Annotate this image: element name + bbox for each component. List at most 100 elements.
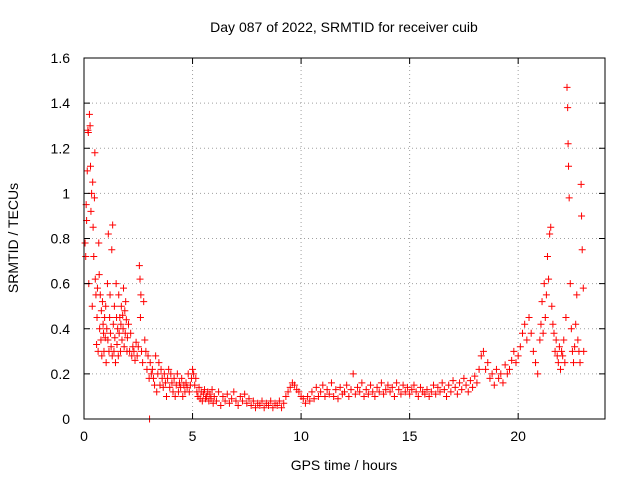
data-point [546,230,554,238]
data-point [519,329,527,337]
data-point [325,390,333,398]
data-point [566,280,574,288]
data-point [314,392,322,400]
data-point [578,246,586,254]
data-point [89,178,97,186]
data-point [131,356,139,364]
data-point [267,397,275,405]
data-point [510,347,518,355]
data-point [140,298,148,306]
data-point [360,392,368,400]
data-point [91,149,99,157]
data-point [477,352,485,360]
data-point [555,343,563,351]
data-point [149,374,157,382]
data-point [154,370,162,378]
data-point [536,336,544,344]
data-point [117,320,125,328]
data-point [401,388,409,396]
data-point [369,388,377,396]
x-tick-label: 0 [80,428,88,444]
data-point [195,383,203,391]
data-point [132,338,140,346]
data-point [81,239,89,247]
x-tick-label: 10 [293,428,309,444]
data-point [91,275,99,283]
data-point [174,388,182,396]
data-point [136,313,144,321]
data-point [547,223,555,231]
data-point [332,386,340,394]
data-point [356,388,364,396]
data-point [382,386,390,394]
data-point [135,262,143,270]
data-point [136,275,144,283]
data-point [375,388,383,396]
y-tick-label: 1.6 [51,50,71,66]
data-point [273,401,281,409]
data-point [219,392,227,400]
data-point [96,291,104,299]
y-tick-label: 0.8 [51,231,71,247]
data-point [306,397,314,405]
data-point [125,320,133,328]
data-point [176,379,184,387]
data-point [104,336,112,344]
y-tick-label: 0.6 [51,276,71,292]
data-point [358,379,366,387]
data-point [343,381,351,389]
x-axis-label: GPS time / hours [291,457,398,473]
data-point [453,390,461,398]
data-point [334,395,342,403]
data-point [505,365,513,373]
data-points [81,83,588,423]
data-point [90,253,98,261]
data-point [537,320,545,328]
data-point [134,343,142,351]
data-point [192,374,200,382]
data-point [436,388,444,396]
data-point [111,334,119,342]
data-point [110,302,118,310]
data-point [451,383,459,391]
data-point [108,352,116,360]
data-point [317,388,325,396]
data-point [95,271,103,279]
data-point [94,347,102,355]
data-point [141,336,149,344]
data-point [108,246,116,254]
data-point [191,381,199,389]
data-point [562,313,570,321]
data-point [221,397,229,405]
data-point [380,390,388,398]
data-point [171,392,179,400]
data-point [552,336,560,344]
chart-title: Day 087 of 2022, SRMTID for receiver cui… [210,19,478,35]
data-point [282,392,290,400]
data-point [159,383,167,391]
data-point [106,313,114,321]
data-point [215,388,223,396]
data-point [423,386,431,394]
data-point [447,388,455,396]
axis-ticks: 0 5 10 15 20 0 0.2 0.4 0.6 0.8 1 1.2 1.4 1.6 [51,50,605,444]
data-point [206,390,214,398]
data-point [482,365,490,373]
data-point [212,397,220,405]
data-point [251,404,259,412]
data-point [165,365,173,373]
data-point [516,343,524,351]
y-tick-label: 0.4 [51,321,71,337]
data-point [238,397,246,405]
data-point [170,374,178,382]
data-point [574,336,582,344]
data-point [371,392,379,400]
data-point [162,392,170,400]
data-point [425,392,433,400]
data-point [249,397,257,405]
data-point [580,347,588,355]
data-point [539,329,547,337]
data-point [153,388,161,396]
data-point [486,374,494,382]
data-point [559,352,567,360]
